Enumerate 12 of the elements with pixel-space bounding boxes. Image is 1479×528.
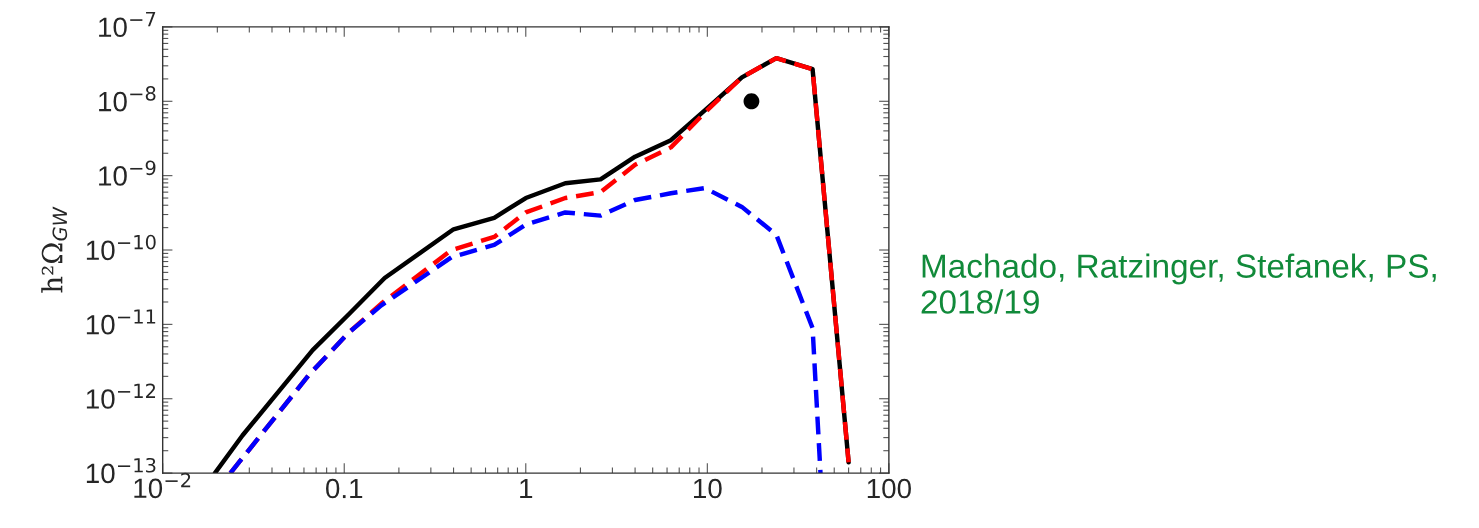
y-axis-title: h²Ω$_{GW}$ <box>41 206 68 293</box>
x-tick-label: 100 <box>867 478 911 499</box>
y-tick-label: 10$^{−10}$ <box>86 234 156 261</box>
y-tick-label: 10$^{−12}$ <box>86 383 156 409</box>
x-tick-label: 1 <box>520 478 533 499</box>
x-tick-label: 10 <box>694 478 722 499</box>
y-tick-label: 10$^{−9}$ <box>99 160 156 186</box>
x-tick-label: 0.1 <box>326 478 363 499</box>
y-tick-label: 10$^{−11}$ <box>86 309 156 335</box>
y-tick-label: 10$^{−8}$ <box>99 86 156 112</box>
y-tick-label: 10$^{−7}$ <box>99 11 156 38</box>
text: Machado, Ratzinger, Stefanek, PS, 2018/19 <box>921 253 1436 314</box>
